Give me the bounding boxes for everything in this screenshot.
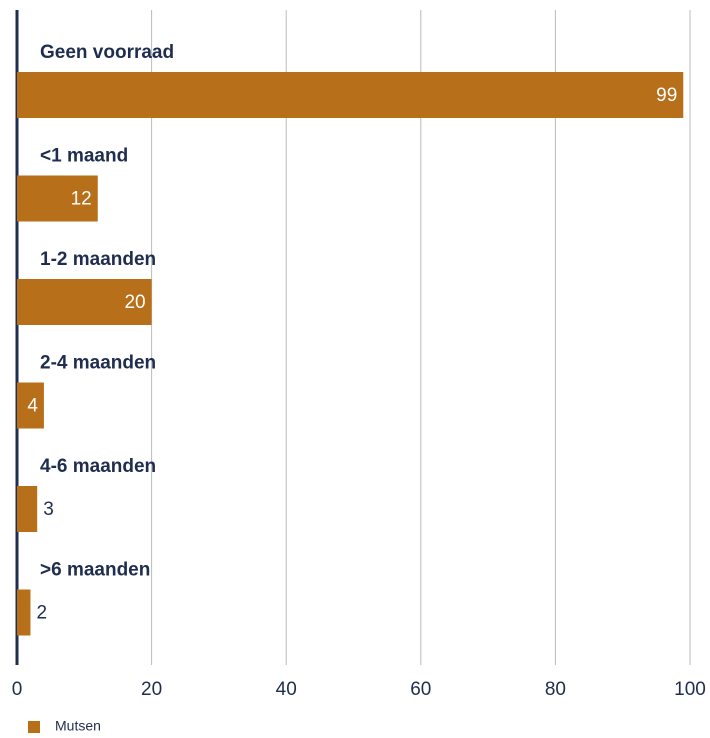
x-tick-label: 0: [12, 679, 23, 700]
bar: [17, 486, 38, 532]
bar: [17, 175, 98, 222]
legend-swatch: [28, 721, 40, 733]
bar: [17, 589, 31, 636]
category-label: Geen voorraad: [40, 42, 174, 63]
legend-label: Mutsen: [55, 718, 101, 733]
category-label: 1-2 maanden: [40, 249, 156, 270]
category-label: 4-6 maanden: [40, 456, 156, 477]
value-label: 2: [36, 603, 47, 624]
category-label: >6 maanden: [40, 560, 150, 581]
bar: [17, 279, 152, 325]
bar: [17, 382, 44, 429]
category-label: 2-4 maanden: [40, 353, 156, 374]
value-label: 20: [124, 292, 145, 313]
value-label: 99: [656, 85, 677, 106]
x-tick-label: 40: [276, 679, 297, 700]
category-label: <1 maand: [40, 146, 128, 167]
x-tick-label: 60: [410, 679, 431, 700]
value-label: 4: [27, 396, 38, 417]
x-tick-label: 100: [674, 679, 706, 700]
value-label: 3: [43, 499, 54, 520]
x-tick-label: 80: [545, 679, 566, 700]
x-tick-label: 20: [141, 679, 162, 700]
bar: [17, 72, 684, 118]
value-label: 12: [71, 189, 92, 210]
